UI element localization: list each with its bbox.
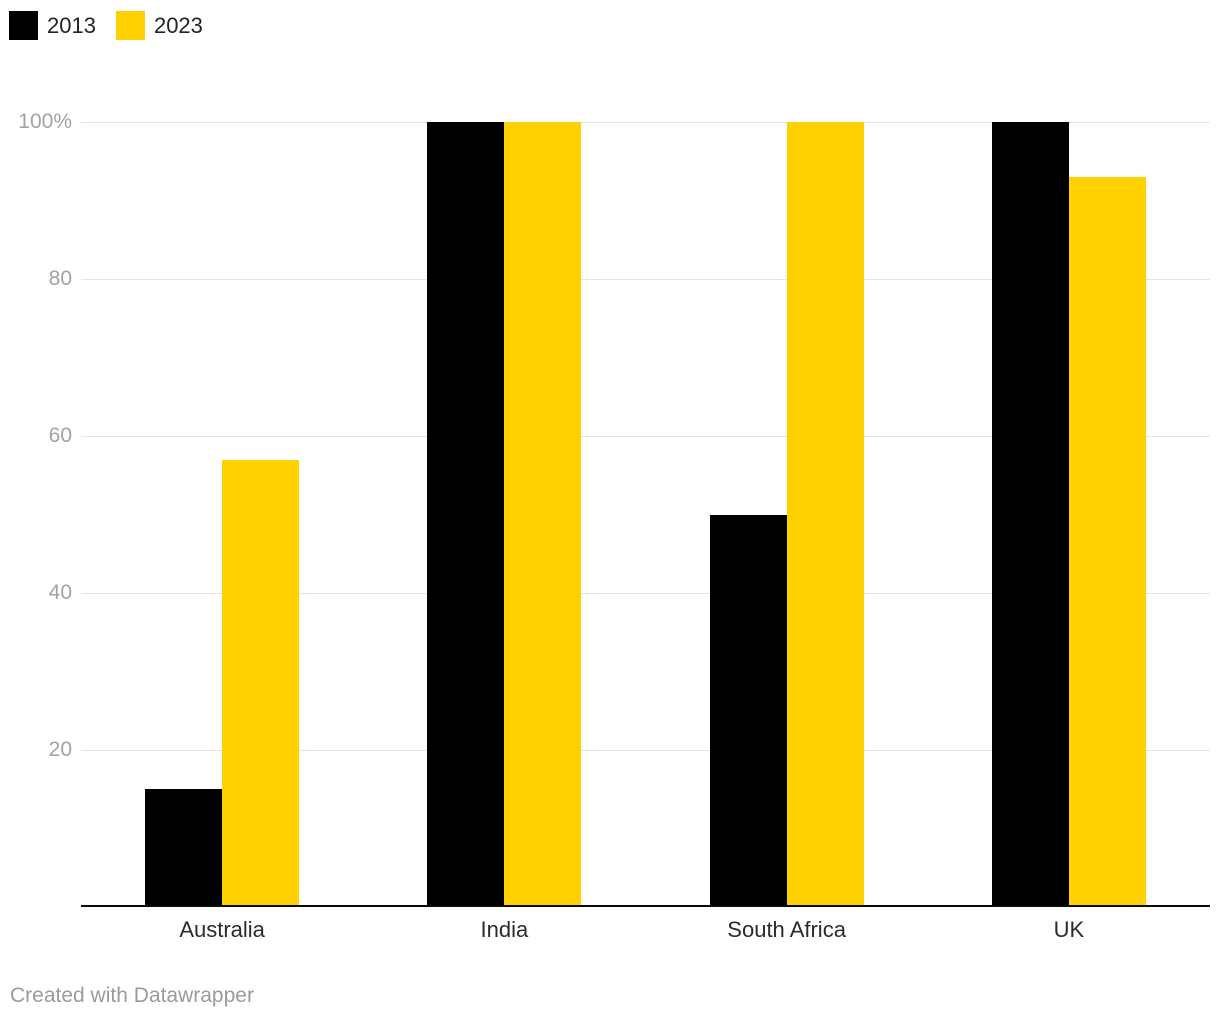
legend-item-2023: 2023 bbox=[115, 11, 203, 40]
plot-area bbox=[81, 122, 1210, 907]
datawrapper-attribution-link[interactable]: Created with Datawrapper bbox=[10, 984, 254, 1007]
y-axis: 20 40 60 80 100% bbox=[0, 110, 72, 907]
bar-uk-2023[interactable] bbox=[1068, 176, 1146, 907]
gridline-20 bbox=[81, 750, 1210, 751]
bar-india-2013[interactable] bbox=[427, 122, 505, 907]
x-axis-labels: Australia India South Africa UK bbox=[81, 917, 1210, 943]
gridline-40 bbox=[81, 593, 1210, 594]
bar-australia-2023[interactable] bbox=[222, 459, 300, 907]
legend-item-label: 2023 bbox=[153, 13, 203, 38]
y-tick-label-100: 100% bbox=[18, 110, 72, 133]
legend-swatch-2013-icon bbox=[9, 11, 38, 40]
legend-item-2013: 2013 bbox=[9, 11, 96, 40]
bar-south-africa-2023[interactable] bbox=[786, 122, 864, 907]
legend: 2013 2023 bbox=[9, 11, 223, 40]
x-axis-label-india: India bbox=[480, 917, 529, 942]
bar-group-australia bbox=[81, 122, 363, 907]
x-axis-label-australia: Australia bbox=[179, 917, 265, 942]
bar-india-2023[interactable] bbox=[504, 122, 582, 907]
legend-item-label: 2013 bbox=[47, 13, 96, 38]
bar-south-africa-2013[interactable] bbox=[709, 514, 787, 907]
y-tick-label-60: 60 bbox=[48, 424, 72, 447]
gridline-60 bbox=[81, 436, 1210, 437]
y-tick-label-20: 20 bbox=[48, 738, 72, 761]
x-axis-label-uk: UK bbox=[1053, 917, 1085, 942]
bar-uk-2013[interactable] bbox=[991, 122, 1069, 907]
gridline-80 bbox=[81, 279, 1210, 280]
bar-australia-2013[interactable] bbox=[145, 789, 223, 907]
bar-group-uk bbox=[928, 122, 1210, 907]
x-axis-label-south-africa: South Africa bbox=[727, 917, 846, 942]
gridline-100 bbox=[81, 122, 1210, 123]
bar-group-south-africa bbox=[646, 122, 928, 907]
bar-groups bbox=[81, 122, 1210, 907]
legend-swatch-2023-icon bbox=[115, 11, 145, 40]
bar-group-india bbox=[363, 122, 645, 907]
y-tick-label-40: 40 bbox=[48, 581, 72, 604]
y-tick-label-80: 80 bbox=[48, 267, 72, 290]
x-axis-line bbox=[81, 905, 1210, 907]
